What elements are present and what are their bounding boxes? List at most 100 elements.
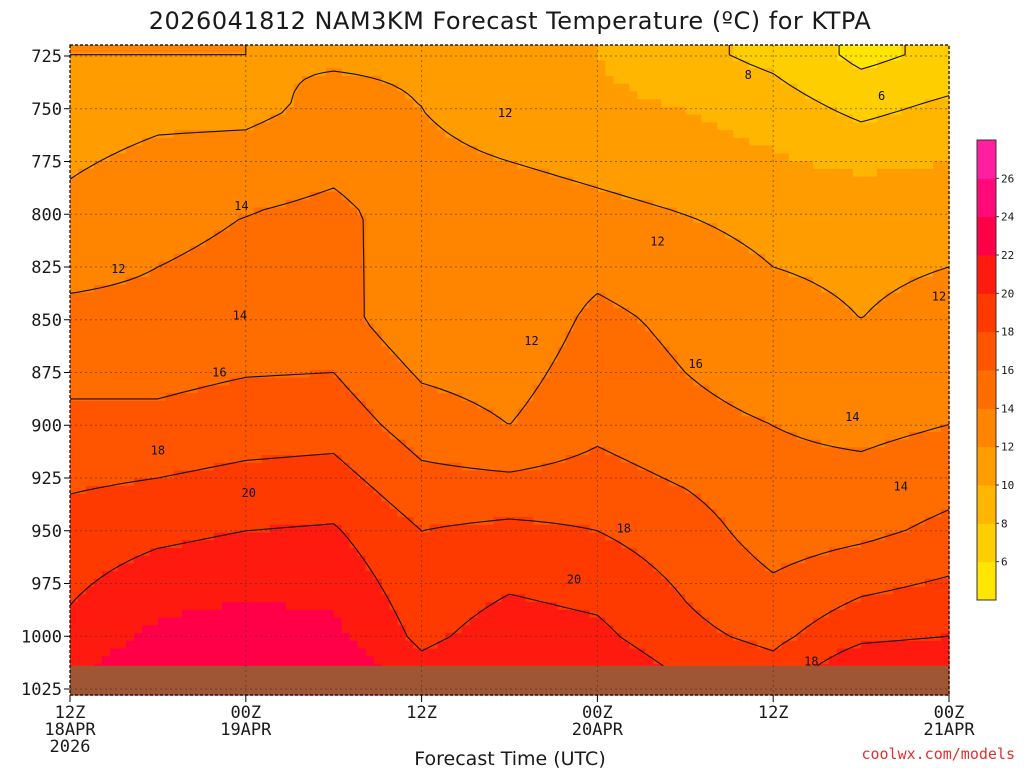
heat-cell [165,470,175,479]
heat-cell [125,509,135,518]
heat-cell [157,277,167,286]
heat-cell [285,486,295,495]
heat-cell [205,617,215,626]
heat-cell [429,462,439,472]
heat-cell [453,602,463,611]
heat-cell [189,253,199,263]
heat-cell [437,354,447,363]
heat-cell [253,462,263,472]
heat-cell [477,617,487,626]
heat-cell [309,617,319,626]
heat-cell [197,524,207,534]
heat-cell [405,215,415,224]
heat-cell [101,431,111,441]
heat-cell [189,393,199,402]
heat-cell [405,501,415,510]
heat-cell [501,292,511,301]
heat-cell [525,238,535,247]
heat-cell [389,493,399,503]
heat-cell [357,393,367,402]
heat-cell [261,331,271,340]
heat-cell [245,447,255,456]
heat-cell [461,470,471,479]
heat-cell [421,331,431,340]
heat-cell [109,400,119,410]
heat-cell [357,192,367,201]
heat-cell [261,168,271,178]
heat-cell [517,362,527,371]
heat-cell [397,571,407,580]
heat-cell [197,439,207,448]
heat-cell [237,199,247,209]
heat-cell [533,106,543,116]
heat-cell [325,207,335,216]
heat-cell [461,455,471,464]
heat-cell [485,455,495,464]
heat-cell [157,207,167,216]
heat-cell [381,547,391,557]
heat-cell [445,215,455,224]
heat-cell [253,222,263,232]
heat-cell [229,323,239,332]
heat-cell [397,215,407,224]
heat-cell [245,292,255,301]
heat-cell [205,230,215,240]
heat-cell [485,192,495,201]
heat-cell [453,99,463,108]
heat-cell [157,106,167,116]
heat-cell [309,153,319,162]
heat-cell [237,75,247,85]
heat-cell [453,145,463,154]
heat-cell [141,648,151,657]
heat-cell [373,168,383,178]
heat-cell [221,153,231,162]
heat-cell [437,462,447,472]
heat-cell [93,315,103,325]
heat-cell [157,602,167,611]
heat-cell [293,478,303,487]
heat-cell [309,269,319,278]
heat-cell [269,424,279,433]
heat-cell [349,393,359,402]
heat-cell [501,161,511,170]
heat-cell [221,633,231,642]
heat-cell [93,192,103,201]
heat-cell [205,339,215,348]
heat-cell [517,416,527,425]
heat-cell [349,269,359,278]
heat-cell [189,168,199,178]
heat-cell [469,161,479,170]
heat-cell [221,431,231,441]
heat-cell [309,470,319,479]
heat-cell [70,346,79,356]
heat-cell [93,153,103,162]
heat-cell [373,199,383,209]
heat-cell [309,300,319,309]
heat-cell [477,184,487,193]
heat-cell [189,292,199,301]
heat-cell [381,215,391,224]
heat-cell [133,416,143,425]
heat-cell [157,292,167,301]
heat-cell [501,308,511,317]
heat-cell [397,99,407,108]
heat-cell [357,339,367,348]
heat-cell [517,547,527,557]
heat-cell [301,122,311,131]
heat-cell [181,656,191,665]
heat-cell [245,323,255,332]
heat-cell [197,91,207,100]
heat-cell [245,594,255,603]
heat-cell [485,184,495,193]
heat-cell [445,137,455,147]
heat-cell [381,199,391,209]
heat-cell [189,161,199,170]
heat-cell [509,339,519,348]
heat-cell [445,145,455,154]
heat-cell [213,509,223,518]
heat-cell [317,122,327,131]
heat-cell [237,315,247,325]
heat-cell [389,478,399,487]
heat-cell [381,447,391,456]
heat-cell [349,308,359,317]
